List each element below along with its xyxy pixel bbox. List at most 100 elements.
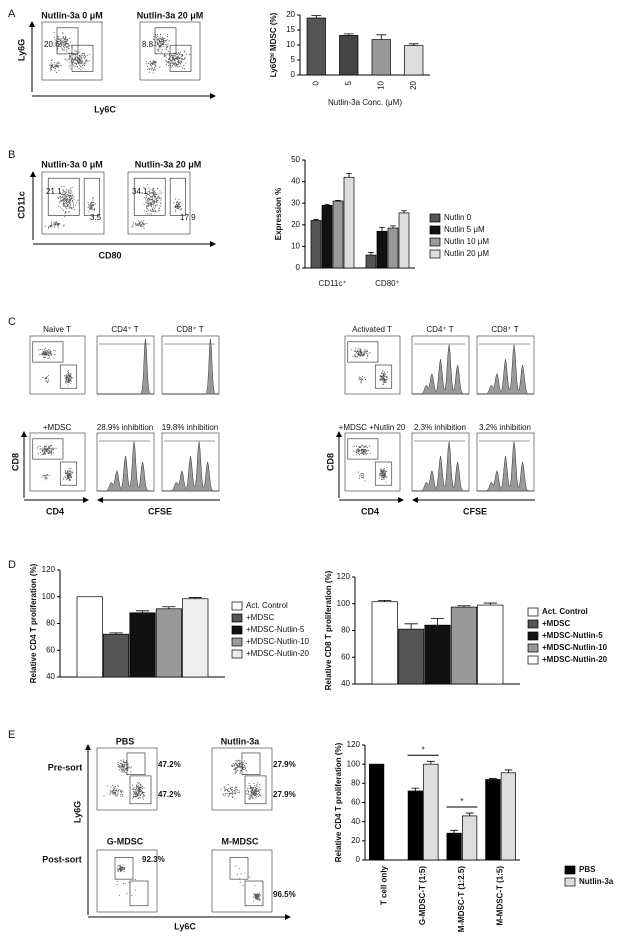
dot xyxy=(80,58,82,60)
dot xyxy=(358,477,361,479)
dot xyxy=(132,795,134,797)
y-tick-label: 20 xyxy=(351,836,360,845)
dot xyxy=(67,471,69,473)
bar xyxy=(450,606,477,685)
dot xyxy=(383,468,385,470)
dot xyxy=(259,789,261,791)
y-tick-label: 100 xyxy=(337,599,351,608)
dot xyxy=(138,221,141,223)
panel-letter: C xyxy=(8,316,16,328)
dot xyxy=(40,445,42,447)
dot xyxy=(359,355,361,357)
dot xyxy=(117,786,119,788)
dot xyxy=(82,56,84,58)
dot xyxy=(46,476,48,479)
dot xyxy=(360,350,362,352)
dot xyxy=(154,69,156,71)
dot xyxy=(361,453,363,455)
dot xyxy=(163,43,165,45)
dot xyxy=(73,53,75,56)
dot xyxy=(145,200,147,202)
x-tick-label: M-MDSC-T (1:5) xyxy=(496,866,505,926)
dot xyxy=(153,195,155,197)
dot xyxy=(168,40,170,42)
dot xyxy=(43,353,45,356)
dot xyxy=(253,900,255,902)
dot xyxy=(384,381,386,384)
dot xyxy=(233,768,235,770)
dot xyxy=(118,765,120,767)
dot xyxy=(52,448,54,451)
dot xyxy=(231,786,233,788)
dot xyxy=(366,447,368,449)
dot xyxy=(66,472,68,474)
dot xyxy=(62,39,64,41)
dot xyxy=(50,352,52,355)
dot xyxy=(63,200,65,202)
dot xyxy=(364,450,366,452)
dot xyxy=(69,57,71,59)
dot xyxy=(249,793,251,796)
dot xyxy=(45,350,47,352)
dot xyxy=(115,788,117,790)
dot xyxy=(42,475,44,477)
dot xyxy=(118,769,120,771)
dot xyxy=(147,208,149,210)
dot xyxy=(231,764,233,766)
dot xyxy=(69,478,71,480)
dot xyxy=(48,352,50,354)
dot xyxy=(255,794,257,796)
dot xyxy=(136,795,138,797)
dot xyxy=(122,761,124,763)
dot xyxy=(360,379,362,381)
dot xyxy=(239,881,241,883)
dot xyxy=(67,476,69,478)
dot xyxy=(181,61,183,63)
dot xyxy=(90,205,92,207)
dot xyxy=(110,786,112,788)
y-tick-label: 0 xyxy=(291,70,296,79)
dot xyxy=(158,38,160,40)
dot xyxy=(256,783,258,786)
dot xyxy=(231,789,233,791)
dot xyxy=(151,63,153,65)
dot xyxy=(152,191,154,193)
dot xyxy=(143,228,145,230)
legend-swatch xyxy=(231,613,243,623)
dot xyxy=(354,356,356,358)
dot xyxy=(65,200,67,202)
dot xyxy=(183,51,185,53)
dot xyxy=(229,790,231,792)
plot-frame xyxy=(96,747,158,811)
y-tick-label: 10 xyxy=(291,242,300,251)
dot xyxy=(60,44,62,46)
dot xyxy=(234,792,236,794)
bar xyxy=(182,598,209,678)
legend-label: Nutlin-3a xyxy=(579,877,614,886)
dot xyxy=(64,206,66,208)
dot xyxy=(53,226,55,228)
dot xyxy=(141,192,143,194)
dot xyxy=(63,194,65,196)
dot xyxy=(141,788,143,790)
plot-title: Activated T xyxy=(352,325,392,334)
dot xyxy=(78,55,80,57)
dot xyxy=(70,476,72,478)
dot xyxy=(235,764,237,766)
x-tick-label: CD80⁺ xyxy=(375,279,400,288)
dot xyxy=(46,474,48,476)
dot xyxy=(173,55,175,57)
dot xyxy=(139,794,141,796)
dot xyxy=(44,349,46,351)
bar xyxy=(365,254,377,269)
dot xyxy=(259,784,261,786)
dot xyxy=(160,44,162,47)
dot xyxy=(59,223,61,225)
dot xyxy=(250,786,252,789)
dot xyxy=(365,353,368,355)
dot xyxy=(121,791,123,793)
dot xyxy=(361,444,363,446)
dot xyxy=(140,786,142,788)
error-bar xyxy=(390,225,396,229)
dot xyxy=(62,203,65,205)
